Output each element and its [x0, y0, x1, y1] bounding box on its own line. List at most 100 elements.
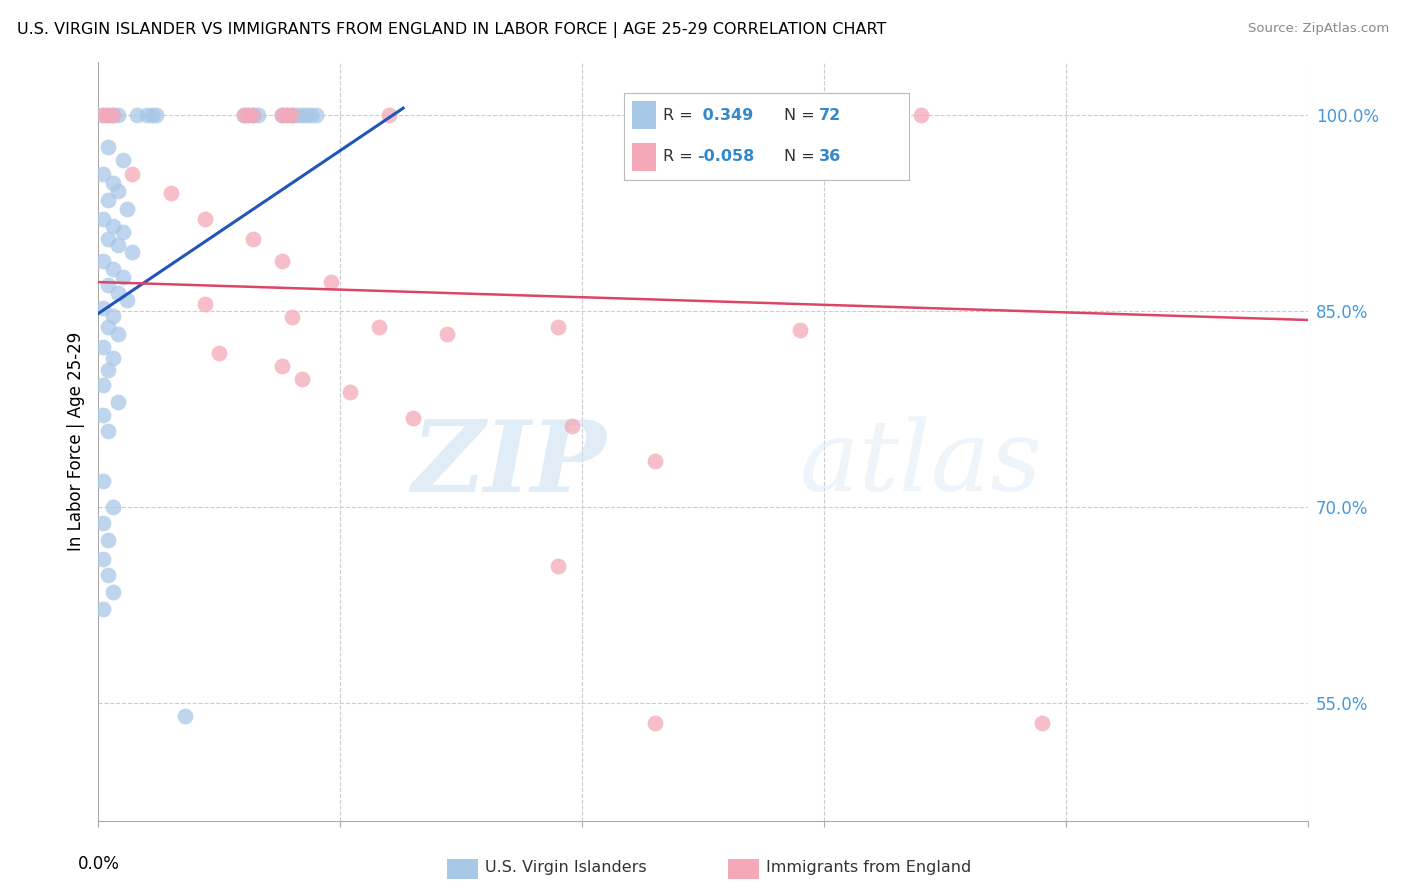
Point	[91, 409, 114, 423]
Point	[101, 309, 124, 323]
Point	[117, 293, 139, 308]
Point	[242, 232, 264, 246]
Point	[271, 108, 294, 122]
Point	[91, 254, 114, 268]
Point	[91, 552, 114, 566]
Point	[91, 108, 114, 122]
Point	[238, 108, 260, 122]
Text: ZIP: ZIP	[412, 416, 606, 513]
Point	[290, 372, 312, 386]
Point	[402, 411, 425, 425]
Point	[295, 108, 318, 122]
Point	[101, 108, 124, 122]
Point	[339, 384, 361, 399]
Point	[97, 533, 120, 547]
Point	[101, 500, 124, 514]
Point	[91, 301, 114, 316]
Point	[281, 108, 304, 122]
Point	[285, 108, 308, 122]
Point	[91, 340, 114, 354]
Point	[547, 558, 569, 573]
Point	[319, 275, 342, 289]
Text: 0.0%: 0.0%	[77, 855, 120, 872]
Point	[247, 108, 270, 122]
Point	[547, 319, 569, 334]
Text: atlas: atlas	[800, 417, 1042, 512]
Point	[91, 516, 114, 530]
Point	[242, 108, 264, 122]
Point	[194, 297, 217, 311]
Point	[238, 108, 260, 122]
Point	[141, 108, 163, 122]
Point	[111, 153, 134, 168]
Point	[91, 474, 114, 488]
Point	[242, 108, 264, 122]
Point	[111, 226, 134, 240]
Point	[91, 108, 114, 122]
Point	[101, 108, 124, 122]
Point	[644, 454, 666, 468]
Point	[107, 395, 129, 409]
Point	[436, 327, 458, 342]
Point	[377, 108, 399, 122]
Point	[91, 602, 114, 616]
Point	[208, 345, 231, 359]
Point	[281, 108, 304, 122]
Point	[290, 108, 312, 122]
Point	[271, 108, 294, 122]
Point	[299, 108, 322, 122]
Point	[101, 176, 124, 190]
Point	[101, 351, 124, 365]
Point	[97, 424, 120, 438]
Point	[97, 108, 120, 122]
Point	[101, 585, 124, 599]
Point	[232, 108, 254, 122]
Point	[1031, 715, 1053, 730]
Point	[232, 108, 254, 122]
Point	[281, 310, 304, 325]
Text: Source: ZipAtlas.com: Source: ZipAtlas.com	[1249, 22, 1389, 36]
Point	[101, 219, 124, 233]
Point	[305, 108, 328, 122]
Point	[107, 327, 129, 342]
Point	[107, 184, 129, 198]
Point	[107, 238, 129, 252]
Point	[121, 244, 143, 259]
Point	[271, 254, 294, 268]
Point	[194, 212, 217, 227]
Point	[561, 418, 583, 433]
Point	[910, 108, 932, 122]
Point	[135, 108, 157, 122]
Y-axis label: In Labor Force | Age 25-29: In Labor Force | Age 25-29	[66, 332, 84, 551]
Point	[174, 709, 197, 723]
Point	[276, 108, 298, 122]
Point	[97, 193, 120, 207]
Point	[368, 319, 391, 334]
Point	[97, 108, 120, 122]
Point	[91, 212, 114, 227]
Point	[97, 362, 120, 376]
Point	[127, 108, 149, 122]
Point	[276, 108, 298, 122]
Text: U.S. VIRGIN ISLANDER VS IMMIGRANTS FROM ENGLAND IN LABOR FORCE | AGE 25-29 CORRE: U.S. VIRGIN ISLANDER VS IMMIGRANTS FROM …	[17, 22, 886, 38]
Point	[107, 285, 129, 300]
Point	[145, 108, 167, 122]
Point	[117, 202, 139, 216]
Point	[644, 715, 666, 730]
Point	[91, 378, 114, 392]
Point	[97, 140, 120, 154]
Point	[97, 319, 120, 334]
Text: U.S. Virgin Islanders: U.S. Virgin Islanders	[485, 860, 647, 874]
Text: Immigrants from England: Immigrants from England	[766, 860, 972, 874]
Point	[101, 262, 124, 277]
Point	[789, 323, 811, 337]
Point	[97, 232, 120, 246]
Point	[121, 167, 143, 181]
Point	[107, 108, 129, 122]
Point	[91, 167, 114, 181]
Point	[97, 567, 120, 582]
Point	[111, 269, 134, 284]
Point	[97, 277, 120, 292]
Point	[271, 359, 294, 373]
Point	[160, 186, 183, 201]
